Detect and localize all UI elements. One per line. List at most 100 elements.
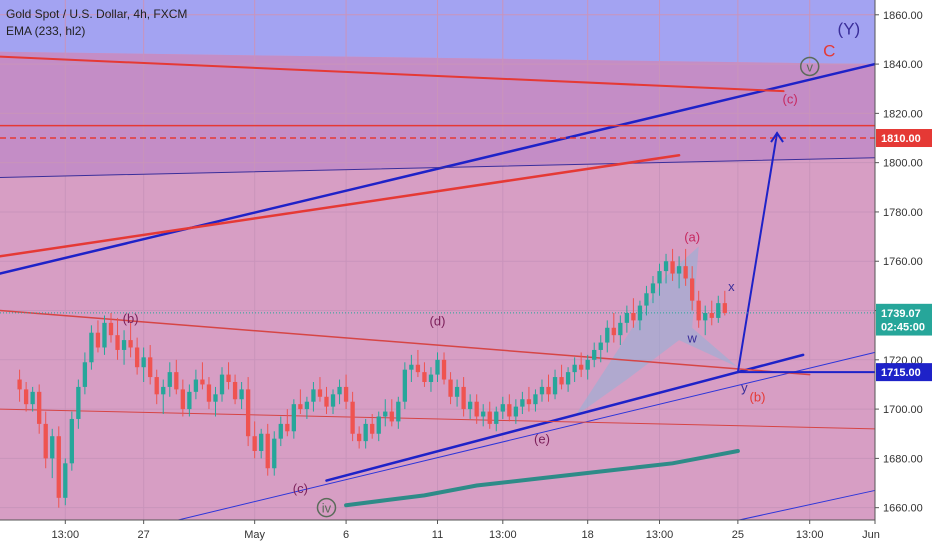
candle: [428, 367, 434, 392]
candle: [343, 374, 349, 410]
x-tick-label: 13:00: [796, 529, 824, 541]
trendline-channel-lower: [325, 353, 805, 482]
wave-label: (c): [293, 481, 308, 496]
ema-233-line: [344, 448, 740, 508]
candle: [481, 404, 486, 427]
candle: [559, 364, 564, 390]
candle-body: [63, 463, 68, 498]
trendline-red-e: [0, 408, 876, 430]
candle: [167, 362, 172, 397]
candle: [631, 298, 636, 328]
trendline-red-a: [0, 55, 785, 93]
candle-body: [539, 386, 545, 395]
y-tick-label: 1760.00: [883, 256, 923, 268]
candle-body: [722, 303, 727, 313]
candle-body: [298, 404, 303, 410]
candle-body: [285, 423, 290, 432]
candle: [474, 394, 479, 424]
candle: [245, 377, 251, 447]
candle: [304, 396, 310, 419]
candle: [579, 352, 584, 378]
candle: [350, 391, 355, 442]
candle: [422, 362, 427, 387]
candle: [592, 342, 597, 368]
candle-body: [76, 386, 81, 419]
candle-body: [631, 312, 636, 321]
candle-body: [180, 389, 185, 410]
candle-body: [187, 391, 192, 410]
candle: [500, 396, 505, 419]
candle-body: [167, 372, 172, 387]
candle: [174, 359, 179, 395]
candle-body: [435, 359, 440, 375]
candle: [95, 320, 101, 353]
candle: [435, 352, 440, 382]
candle: [17, 369, 22, 402]
candle-body: [141, 357, 146, 368]
trendline-projection-1: [736, 132, 779, 374]
candle: [676, 256, 682, 289]
candle-body: [683, 266, 688, 279]
wave-label: (a): [684, 230, 700, 245]
harmonic-pattern: [574, 246, 738, 417]
candle-body: [422, 372, 427, 382]
candle: [337, 379, 342, 405]
candle: [376, 411, 381, 442]
candle-body: [415, 364, 421, 373]
candle-body: [624, 312, 630, 323]
candle-body: [670, 261, 675, 274]
candle-body: [102, 322, 107, 348]
candle: [409, 354, 414, 382]
candle: [115, 317, 120, 360]
price-badge-bg: [876, 363, 932, 382]
candle: [716, 295, 721, 323]
wave-label: (b): [123, 311, 139, 326]
candle-body: [696, 300, 701, 321]
trendline-red-d: [0, 309, 811, 376]
candle-body: [193, 379, 199, 392]
candle-body: [611, 327, 616, 336]
candle-body: [709, 312, 714, 318]
candle-body: [213, 394, 218, 402]
candle: [370, 414, 375, 439]
candle: [356, 426, 362, 449]
candle: [76, 379, 81, 429]
candle: [507, 394, 512, 422]
candle: [200, 362, 205, 390]
candle-body: [161, 386, 166, 395]
candle-body: [259, 433, 264, 451]
time-axis-bg: [0, 520, 932, 550]
candle: [383, 399, 388, 427]
candle-body: [317, 389, 323, 397]
candle: [213, 386, 218, 417]
candle-body: [428, 374, 434, 382]
candle: [487, 401, 492, 429]
trendline-channel-upper: [0, 62, 877, 275]
candle: [415, 349, 421, 378]
candle-body: [585, 359, 590, 370]
price-badge-label: 1715.00: [881, 367, 921, 379]
candle: [89, 325, 94, 370]
candle: [108, 312, 114, 343]
candle-body: [304, 401, 310, 410]
candle-body: [690, 278, 695, 301]
candle: [43, 411, 48, 469]
candle-body: [363, 423, 368, 442]
candle-body: [115, 335, 120, 350]
candle: [239, 381, 244, 410]
candle: [187, 384, 192, 417]
y-tick-label: 1660.00: [883, 503, 923, 515]
candle-body: [663, 261, 669, 272]
candle: [324, 386, 329, 415]
candle: [402, 362, 408, 410]
candle: [102, 315, 107, 355]
projection-arrowhead: [770, 131, 784, 143]
wave-label: C: [823, 42, 835, 61]
x-tick-label: 25: [732, 529, 744, 541]
candle: [644, 285, 649, 316]
candle: [161, 379, 166, 415]
candle-body: [618, 322, 623, 336]
candle: [663, 253, 669, 284]
price-badge: 1810.00: [876, 129, 932, 148]
